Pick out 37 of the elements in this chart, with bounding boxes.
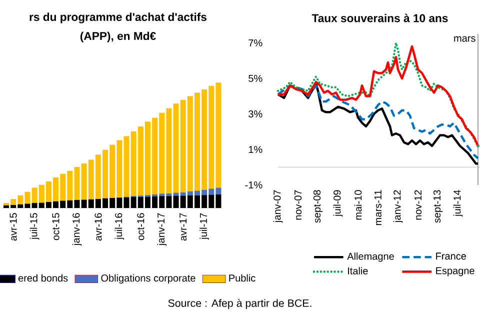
x-tick-label: avr-15 — [10, 213, 17, 241]
y-tick-label: 3% — [248, 110, 262, 118]
legend-label: Italie — [348, 267, 368, 274]
chart-subtitle: (APP), en Md€ — [80, 32, 156, 42]
x-tick-label: janv-07 — [273, 190, 283, 223]
x-tick-label: janv-12 — [393, 190, 403, 223]
x-tick-label: nov-12 — [414, 190, 422, 220]
legend-label: France — [436, 252, 466, 260]
x-tick-label: juil-17 — [200, 213, 209, 240]
legend-label: ered bonds — [18, 274, 68, 282]
y-tick-label: -1% — [245, 181, 262, 188]
x-tick-label: sept-08 — [313, 190, 323, 223]
x-tick-label: janv-16 — [72, 213, 82, 246]
x-tick-label: nov-07 — [294, 190, 302, 220]
x-tick-label: juil-14 — [453, 190, 463, 217]
ref-line-label: mars — [454, 36, 476, 42]
y-tick-label: 7% — [248, 39, 262, 46]
x-tick-label: oct-15 — [52, 213, 60, 240]
chart-title: Taux souverains à 10 ans — [312, 14, 448, 22]
x-tick-label: mars-11 — [374, 190, 382, 225]
legend-label: Espagne — [436, 267, 474, 276]
chart-title: rs du programme d'achat d'actifs — [30, 12, 206, 24]
legend-label: Allemagne — [347, 252, 394, 262]
source-note: Source : Afep à partir de BCE. — [168, 298, 312, 310]
x-tick-label: avr-17 — [180, 213, 187, 241]
x-tick-label: oct-16 — [137, 213, 144, 240]
x-tick-label: juil-09 — [333, 190, 343, 217]
x-tick-label: mai-10 — [354, 190, 362, 220]
legend-label: Public — [229, 274, 256, 282]
x-tick-label: juil-15 — [30, 213, 40, 240]
x-tick-label: avr-16 — [94, 213, 102, 241]
y-tick-label: 1% — [248, 146, 262, 153]
legend-label: Obligations corporate — [101, 274, 196, 284]
x-tick-label: janv-17 — [157, 213, 167, 246]
x-tick-label: juil-16 — [114, 213, 124, 240]
x-tick-label: sept-13 — [433, 190, 443, 223]
y-tick-label: 5% — [248, 74, 262, 82]
